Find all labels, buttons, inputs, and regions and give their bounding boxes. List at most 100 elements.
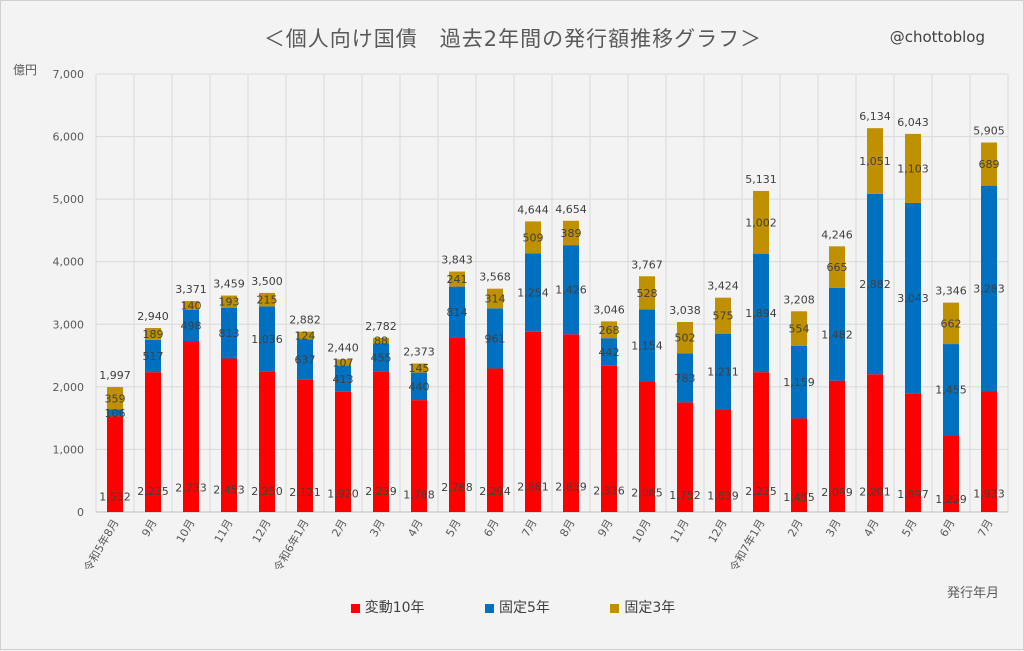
segment-value-label: 1,532 [99, 490, 131, 503]
legend-label: 固定5年 [498, 600, 550, 616]
x-tick-label: 10月 [630, 517, 654, 545]
gridlines [95, 73, 1009, 513]
x-tick-label: 11月 [212, 517, 236, 545]
segment-value-label: 314 [485, 293, 506, 306]
y-axis-unit-label: 億円 [13, 63, 38, 77]
bar-segment [221, 358, 237, 512]
x-tick-label: 11月 [668, 517, 692, 545]
bar-segment [981, 185, 997, 392]
segment-value-label: 528 [637, 287, 658, 300]
bar-segment [639, 309, 655, 382]
total-value-label: 5,131 [745, 173, 777, 186]
segment-value-label: 215 [257, 294, 278, 307]
legend-item-fixed3: 固定3年 [610, 597, 675, 617]
bar-segment [867, 193, 883, 375]
segment-value-label: 814 [447, 306, 468, 319]
bar-segment [753, 253, 769, 373]
segment-value-label: 2,239 [365, 485, 397, 498]
x-tick-label: 12月 [250, 517, 274, 545]
total-value-label: 3,843 [441, 254, 473, 267]
chart-title: ＜個人向け国債 過去2年間の発行額推移グラフ＞ [263, 27, 763, 51]
segment-value-label: 1,229 [935, 493, 967, 506]
x-tick-label: 2月 [785, 517, 805, 539]
x-tick-label: 6月 [937, 517, 957, 539]
bar-segment [525, 221, 541, 254]
bar-segment [297, 339, 313, 380]
bars [107, 128, 997, 512]
segment-value-label: 442 [599, 346, 620, 359]
bar-segment [677, 402, 693, 512]
segment-value-label: 2,235 [745, 485, 777, 498]
bar-segment [449, 286, 465, 338]
bar-segment [335, 366, 351, 392]
bar-segment [563, 245, 579, 335]
segment-value-label: 2,788 [441, 481, 473, 494]
bar-segment [259, 306, 275, 372]
bar-segment [829, 246, 845, 288]
segment-value-label: 575 [713, 310, 734, 323]
segment-value-label: 689 [979, 158, 1000, 171]
x-tick-label: 9月 [595, 517, 615, 539]
legend-label: 変動10年 [364, 600, 425, 616]
bar-segment [715, 297, 731, 334]
total-value-label: 6,043 [897, 116, 929, 129]
segment-value-label: 554 [789, 323, 810, 336]
bar-segment [943, 344, 959, 436]
bar-segment [601, 321, 617, 339]
segment-value-label: 2,881 [517, 480, 549, 493]
y-tick-label: 4,000 [53, 256, 85, 269]
bar-segment [677, 321, 693, 354]
bar-segment [639, 381, 655, 512]
segment-value-label: 413 [333, 373, 354, 386]
total-value-label: 2,782 [365, 320, 397, 333]
segment-value-label: 1,051 [859, 155, 891, 168]
segment-value-label: 2,085 [631, 486, 663, 499]
segment-value-label: 88 [374, 335, 388, 348]
segment-value-label: 1,211 [707, 366, 739, 379]
segment-value-label: 2,121 [289, 486, 321, 499]
segment-value-label: 498 [181, 319, 202, 332]
bar-segment [677, 353, 693, 403]
y-tick-label: 0 [77, 506, 84, 519]
y-tick-label: 7,000 [53, 68, 85, 81]
segment-value-label: 3,283 [973, 282, 1005, 295]
segment-value-label: 241 [447, 273, 468, 286]
bar-segment [715, 333, 731, 410]
total-value-label: 4,644 [517, 203, 549, 216]
segment-value-label: 1,482 [821, 328, 853, 341]
y-tick-label: 5,000 [53, 193, 85, 206]
bar-segment [715, 409, 731, 512]
bar-segment [145, 339, 161, 373]
segment-value-label: 2,201 [859, 485, 891, 498]
bar-segment [449, 271, 465, 287]
segment-value-label: 193 [219, 296, 240, 309]
segment-value-label: 1,002 [745, 216, 777, 229]
segment-value-label: 2,453 [213, 484, 245, 497]
segment-value-label: 2,099 [821, 486, 853, 499]
segment-value-label: 359 [105, 392, 126, 405]
segment-value-label: 1,639 [707, 490, 739, 503]
segment-value-label: 1,036 [251, 333, 283, 346]
segment-value-label: 813 [219, 327, 240, 340]
segment-value-label: 1,426 [555, 284, 587, 297]
total-value-label: 1,997 [99, 369, 131, 382]
x-tick-label: 10月 [174, 517, 198, 545]
bar-segment [563, 220, 579, 246]
x-tick-label: 令和6年1月 [270, 517, 311, 574]
segment-value-label: 517 [143, 350, 164, 363]
total-value-label: 2,373 [403, 346, 435, 359]
y-axis-ticks: 0 1,000 2,000 3,000 4,000 5,000 6,000 7,000 [53, 68, 85, 519]
total-value-label: 3,500 [251, 275, 283, 288]
bar-segment [525, 331, 541, 512]
segment-value-label: 2,336 [593, 484, 625, 497]
x-tick-label: 2月 [329, 517, 349, 539]
segment-value-label: 107 [333, 357, 354, 370]
legend-item-variable10: 変動10年 [350, 597, 425, 617]
segment-value-label: 509 [523, 231, 544, 244]
segment-value-label: 1,752 [669, 489, 701, 502]
bar-segment [107, 409, 123, 417]
legend-label: 固定3年 [624, 600, 676, 616]
segment-value-label: 124 [295, 330, 316, 343]
